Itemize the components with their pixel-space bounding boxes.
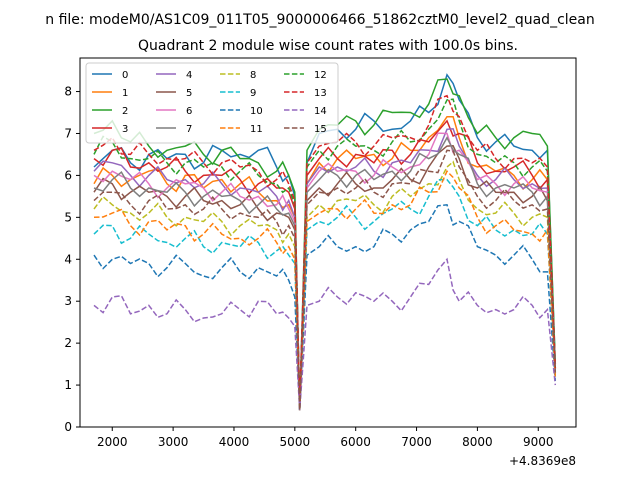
legend-label-5: 5 (186, 88, 192, 99)
series-line-3 (93, 119, 557, 407)
legend-label-8: 8 (250, 70, 256, 81)
series-line-15 (93, 149, 557, 411)
axes-frame (79, 57, 577, 428)
series-line-7 (93, 136, 557, 411)
y-tick-label: 8 (64, 85, 72, 99)
series-line-10 (93, 203, 557, 411)
series-line-6 (93, 132, 557, 407)
series-line-9 (93, 178, 557, 411)
legend-label-11: 11 (250, 124, 263, 135)
figure-suptitle: n file: modeM0/AS1C09_011T05_9000006466_… (45, 12, 594, 28)
series-line-13 (93, 94, 557, 407)
x-tick-label: 2000 (97, 435, 128, 449)
series-line-12 (93, 98, 557, 407)
legend-label-9: 9 (250, 88, 256, 99)
y-tick-label: 4 (64, 252, 72, 266)
y-tick-label: 1 (64, 378, 72, 392)
legend-label-0: 0 (122, 70, 128, 81)
legend-label-10: 10 (250, 106, 263, 117)
x-tick-label: 7000 (401, 435, 432, 449)
x-tick-label: 5000 (280, 435, 311, 449)
legend-label-14: 14 (314, 106, 327, 117)
legend-label-7: 7 (186, 124, 192, 135)
x-tick-label: 4000 (219, 435, 250, 449)
legend-box (85, 62, 339, 144)
legend-label-15: 15 (314, 124, 327, 135)
x-axis: 2000 3000 4000 5000 6000 7000 8000 9000 (97, 427, 554, 449)
series-layer (93, 73, 557, 411)
legend-label-1: 1 (122, 88, 128, 99)
legend-label-4: 4 (186, 70, 192, 81)
y-axis: 0 1 2 3 4 5 6 7 8 (64, 85, 80, 434)
legend-label-12: 12 (314, 70, 327, 81)
series-line-5 (93, 145, 557, 411)
x-offset-label: +4.8369e8 (509, 454, 576, 468)
y-tick-label: 0 (64, 420, 72, 434)
y-tick-label: 2 (64, 336, 72, 350)
series-line-14 (93, 257, 557, 411)
x-tick-label: 6000 (340, 435, 371, 449)
y-tick-label: 7 (64, 126, 72, 140)
chart-title: Quadrant 2 module wise count rates with … (138, 38, 518, 54)
y-tick-label: 5 (64, 210, 72, 224)
y-tick-label: 6 (64, 168, 72, 182)
series-line-4 (93, 128, 557, 407)
x-tick-label: 3000 (158, 435, 189, 449)
legend-label-3: 3 (122, 124, 128, 135)
series-line-11 (93, 169, 557, 411)
legend-label-2: 2 (122, 106, 128, 117)
legend-label-13: 13 (314, 88, 327, 99)
series-line-0 (93, 73, 557, 411)
y-tick-label: 3 (64, 294, 72, 308)
x-tick-label: 8000 (462, 435, 493, 449)
legend-label-6: 6 (186, 106, 192, 117)
x-tick-label: 9000 (523, 435, 554, 449)
series-line-8 (93, 160, 557, 411)
